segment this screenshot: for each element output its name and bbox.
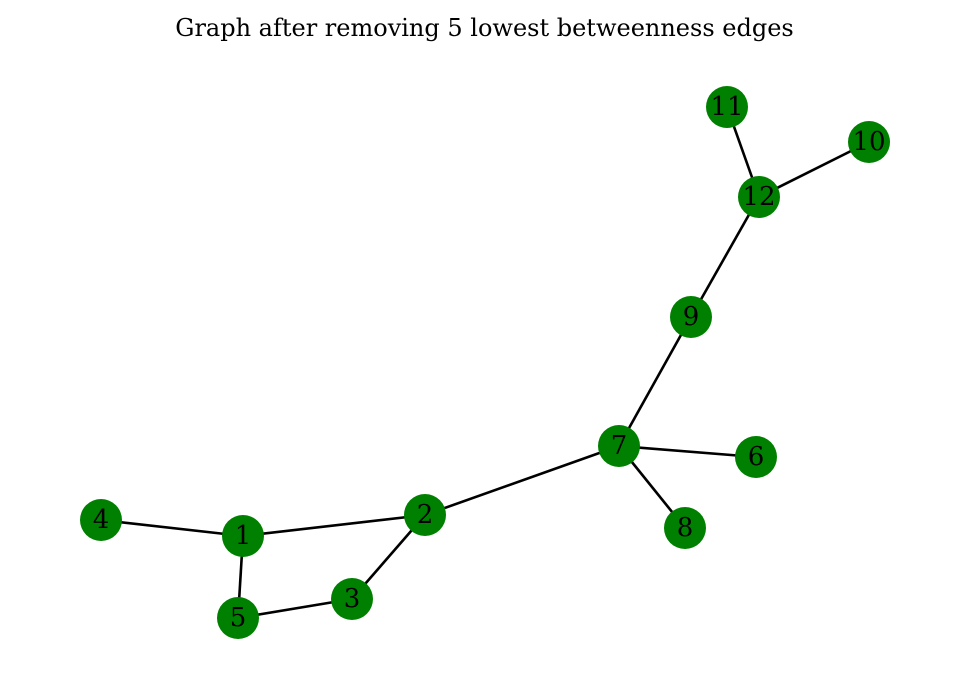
node-4: 4	[80, 499, 122, 541]
node-10: 10	[848, 121, 890, 163]
node-label-3: 3	[344, 584, 361, 614]
node-circle-7	[598, 425, 640, 467]
node-8: 8	[664, 507, 706, 549]
node-1: 1	[222, 515, 264, 557]
node-label-8: 8	[677, 513, 694, 543]
node-label-11: 11	[710, 92, 743, 122]
node-circle-4	[80, 499, 122, 541]
edge-1-2	[242, 513, 426, 538]
node-label-12: 12	[742, 182, 775, 212]
node-6: 6	[735, 436, 777, 478]
edge-9-12	[689, 196, 761, 318]
node-circle-11	[706, 86, 748, 128]
node-circle-12	[738, 176, 780, 218]
node-3: 3	[331, 578, 373, 620]
edge-4-1	[100, 518, 244, 538]
node-label-4: 4	[93, 505, 110, 535]
edge-2-7	[424, 444, 620, 517]
node-2: 2	[404, 494, 446, 536]
node-12: 12	[738, 176, 780, 218]
node-9: 9	[670, 296, 712, 338]
node-circle-9	[670, 296, 712, 338]
node-5: 5	[217, 597, 259, 639]
node-label-5: 5	[230, 603, 247, 633]
node-circle-5	[217, 597, 259, 639]
node-label-9: 9	[683, 302, 700, 332]
node-circle-3	[331, 578, 373, 620]
node-label-1: 1	[235, 521, 252, 551]
graph-title: Graph after removing 5 lowest betweennes…	[175, 14, 794, 42]
node-circle-10	[848, 121, 890, 163]
node-label-10: 10	[852, 127, 885, 157]
edge-7-6	[618, 444, 757, 459]
node-circle-8	[664, 507, 706, 549]
node-circle-2	[404, 494, 446, 536]
node-circle-1	[222, 515, 264, 557]
node-label-6: 6	[748, 442, 765, 472]
node-7: 7	[598, 425, 640, 467]
edge-7-9	[617, 316, 693, 447]
node-11: 11	[706, 86, 748, 128]
node-label-2: 2	[417, 500, 434, 530]
node-circle-6	[735, 436, 777, 478]
node-label-7: 7	[611, 431, 628, 461]
